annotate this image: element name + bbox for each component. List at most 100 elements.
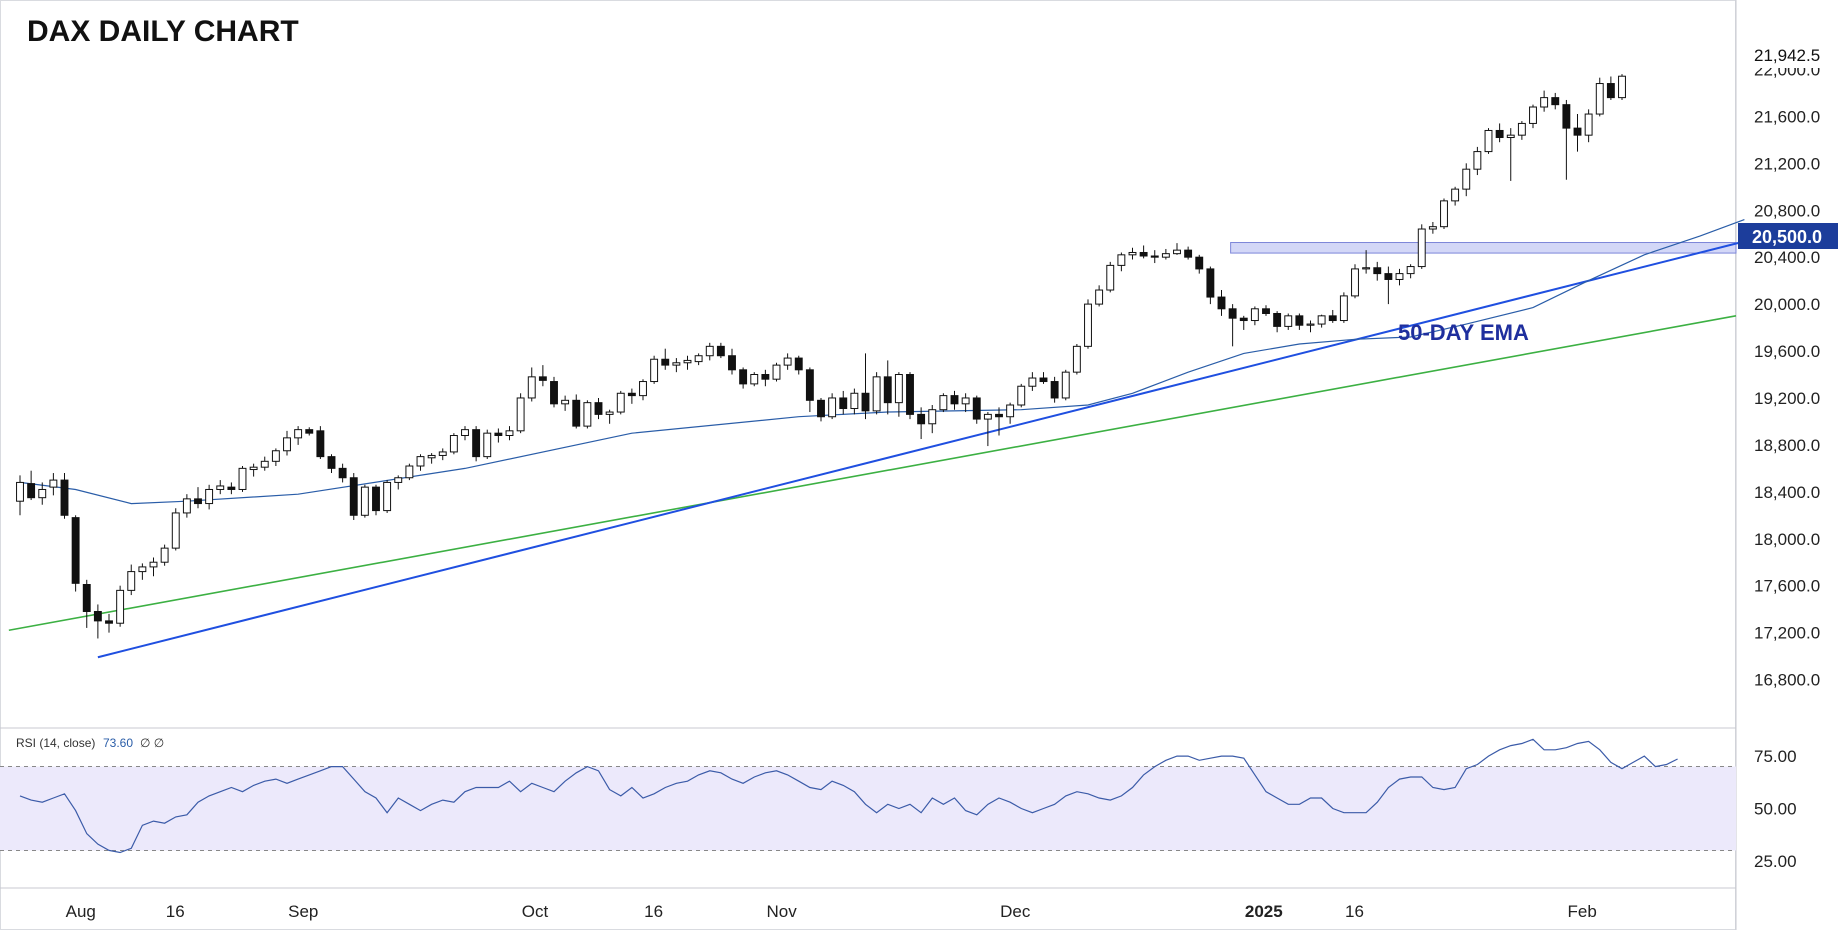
- candle: [1395, 268, 1404, 286]
- candle-body: [828, 397, 837, 418]
- resistance-zone: [1230, 242, 1737, 254]
- candle: [1384, 266, 1393, 305]
- candle: [494, 428, 503, 443]
- candle-body: [1440, 200, 1448, 228]
- candle: [416, 454, 425, 471]
- candle: [1462, 163, 1471, 197]
- candle: [683, 355, 692, 370]
- candle-body: [105, 620, 113, 624]
- candle: [294, 426, 303, 445]
- candle-body: [505, 430, 514, 437]
- candle: [817, 397, 825, 422]
- candle-body: [1262, 308, 1270, 314]
- candle: [394, 475, 403, 490]
- candle-body: [1540, 97, 1549, 108]
- candle: [27, 470, 36, 501]
- candle: [205, 484, 214, 510]
- candle: [71, 515, 80, 592]
- candle: [1295, 313, 1304, 330]
- candle-body: [1128, 251, 1137, 256]
- price-tick-label: 20,800.0: [1754, 201, 1820, 220]
- candle-body: [917, 413, 926, 425]
- price-tick-label: 16,800.0: [1754, 671, 1820, 690]
- rsi-tick-label: 25.00: [1754, 852, 1797, 871]
- time-tick-label: Feb: [1568, 902, 1597, 921]
- candle-body: [839, 397, 848, 410]
- candle: [305, 427, 314, 436]
- candle-body: [182, 498, 191, 514]
- candle: [60, 473, 69, 519]
- candle: [82, 579, 91, 628]
- rsi-legend-extra: ∅ ∅: [140, 736, 164, 750]
- candle-body: [616, 392, 625, 413]
- candle-body: [1339, 295, 1348, 322]
- candle: [1506, 128, 1515, 181]
- candle-body: [1317, 315, 1326, 325]
- candle: [1017, 383, 1026, 408]
- candle: [472, 426, 481, 462]
- candle: [527, 367, 536, 402]
- candle: [705, 342, 714, 361]
- candle-body: [1217, 296, 1226, 310]
- candle: [1362, 250, 1371, 274]
- candle-body: [372, 486, 380, 512]
- candle: [1529, 104, 1537, 129]
- candle: [906, 372, 914, 420]
- candle: [928, 405, 937, 434]
- candle: [1284, 313, 1293, 330]
- candle: [316, 426, 325, 459]
- candle: [950, 390, 959, 410]
- candle-body: [1306, 323, 1315, 326]
- candle: [605, 409, 614, 424]
- candle: [917, 407, 926, 440]
- time-tick-label: 16: [644, 902, 663, 921]
- candle: [1184, 246, 1193, 260]
- candle-body: [850, 392, 859, 410]
- long-ma-line: [8, 315, 1737, 632]
- candle: [850, 388, 859, 415]
- candle-body: [1395, 273, 1404, 280]
- rsi-legend-value: 73.60: [103, 736, 133, 750]
- candle-body: [961, 397, 970, 405]
- candle-body: [1006, 404, 1015, 418]
- time-tick-label: Oct: [522, 902, 549, 921]
- candle-body: [1228, 308, 1237, 319]
- candle-body: [783, 357, 792, 366]
- candle-body: [894, 374, 903, 404]
- candle-body: [1506, 134, 1515, 139]
- candle: [283, 430, 291, 456]
- rsi-path: [19, 738, 1678, 854]
- candle-body: [1473, 151, 1482, 170]
- candle-body: [572, 399, 581, 427]
- price-tick-label: 17,600.0: [1754, 577, 1820, 596]
- candle: [194, 487, 202, 509]
- candle: [338, 463, 347, 483]
- rsi-band: [0, 766, 1736, 851]
- candle: [449, 433, 458, 455]
- candle-body: [883, 376, 892, 404]
- candle: [1540, 90, 1549, 112]
- candle-body: [160, 547, 169, 563]
- candle-body: [1084, 303, 1092, 347]
- candle: [1562, 99, 1571, 180]
- candle-body: [561, 399, 570, 405]
- price-tick-label: 18,000.0: [1754, 530, 1820, 549]
- candle: [149, 557, 158, 577]
- candle: [127, 564, 136, 596]
- candle-body: [260, 460, 269, 468]
- rsi-tick-label: 75.00: [1754, 747, 1797, 766]
- rsi-axis: 25.00 50.00 75.00: [1754, 747, 1797, 871]
- candle: [983, 412, 992, 447]
- candle: [561, 395, 570, 411]
- candle-body: [338, 467, 347, 479]
- candle-body: [127, 571, 136, 591]
- candle-body: [995, 413, 1003, 418]
- candle: [1128, 247, 1137, 260]
- candle-body: [1362, 267, 1371, 270]
- candle: [538, 365, 547, 387]
- candle: [995, 407, 1003, 436]
- candle: [1039, 372, 1048, 384]
- candle-body: [294, 429, 303, 439]
- candle-body: [71, 517, 80, 584]
- candle: [1551, 92, 1560, 110]
